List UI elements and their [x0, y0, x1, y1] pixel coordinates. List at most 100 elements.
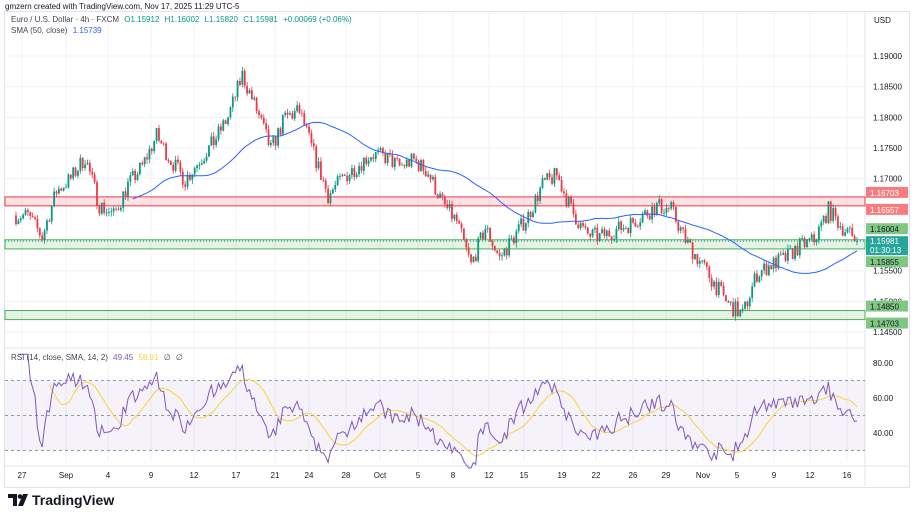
candle-body [353, 168, 356, 178]
rsi-legend[interactable]: RSI (14, close, SMA, 14, 2) 49.45 58.91 … [11, 353, 186, 362]
y-tick-label: 1.17000 [873, 175, 902, 184]
candle-body [115, 208, 117, 210]
candle-body [396, 157, 399, 159]
candle-body [615, 228, 618, 240]
x-tick-label: 12 [190, 471, 199, 480]
tradingview-logo[interactable]: TradingView [8, 492, 114, 508]
rsi-value: 49.45 [113, 353, 134, 362]
candle-body [281, 114, 284, 135]
candle-body [98, 205, 101, 214]
candle-body [682, 227, 684, 229]
candle-body [315, 146, 318, 169]
candle-body [722, 286, 725, 296]
ohlc-high: H1.16002 [164, 15, 200, 24]
candle-body [701, 260, 704, 262]
candle-body [622, 228, 625, 231]
candle-body [362, 157, 365, 171]
brand-name: TradingView [32, 492, 115, 508]
candle-body [65, 187, 67, 189]
candle-body [229, 107, 232, 118]
candle-body [596, 227, 599, 241]
candle-body [248, 90, 251, 94]
sma-legend[interactable]: SMA (50, close) 1.15739 [11, 26, 105, 35]
candle-body [825, 215, 827, 224]
candle-body [265, 123, 268, 130]
candle-body [627, 227, 630, 234]
candle-body [322, 179, 325, 181]
candle-body [312, 143, 315, 147]
candle-body [651, 206, 654, 220]
candle-body [820, 222, 823, 227]
candle-body [381, 148, 384, 154]
candle-body [851, 227, 854, 237]
candle-body [465, 239, 468, 248]
y-tick-label: 1.17500 [873, 144, 902, 153]
candle-body [713, 281, 715, 287]
zone-price-label-bg [866, 256, 908, 268]
candle-body [765, 263, 768, 276]
candle-body [796, 246, 799, 256]
candle-body [386, 153, 389, 163]
candle-body [839, 226, 842, 228]
candle-body [853, 236, 856, 242]
x-tick-label: 27 [18, 471, 27, 480]
candle-body [605, 230, 608, 236]
candle-body [672, 202, 675, 207]
candle-body [841, 226, 844, 236]
x-tick-label: 5 [416, 471, 421, 480]
zone-price-label: 1.14703 [870, 320, 899, 329]
candle-body [675, 206, 677, 222]
candle-body [572, 203, 575, 215]
candle-body [262, 117, 265, 124]
x-tick-label: 9 [772, 471, 777, 480]
candle-body [298, 105, 301, 113]
candle-body [748, 297, 751, 307]
candle-body [837, 216, 839, 228]
candle-body [48, 220, 51, 222]
candle-body [136, 174, 139, 180]
candle-body [186, 174, 189, 187]
candle-body [84, 164, 86, 169]
currency-label[interactable]: USD [874, 16, 891, 25]
candle-body [594, 227, 596, 230]
candle-body [472, 256, 475, 263]
candle-body [196, 165, 198, 169]
candle-body [339, 176, 341, 178]
candle-body [648, 215, 651, 220]
candle-body [401, 164, 403, 166]
candle-body [658, 199, 661, 204]
symbol-title[interactable]: Euro / U.S. Dollar · 4h · FXCM [11, 15, 120, 24]
candle-body [272, 136, 275, 144]
candle-body [665, 208, 668, 213]
candle-body [88, 162, 91, 172]
zone-price-label: 1.16004 [870, 225, 899, 234]
candle-body [462, 228, 465, 240]
y-tick-label: 1.18000 [873, 113, 902, 122]
candle-body [405, 159, 408, 167]
candle-body [374, 152, 377, 159]
x-tick-label: 28 [342, 471, 351, 480]
resistance-zone [4, 196, 866, 207]
candle-body [179, 162, 182, 172]
candle-body [158, 128, 160, 141]
candle-body [69, 174, 72, 179]
candle-body [348, 175, 351, 182]
candle-body [446, 204, 449, 208]
candle-body [603, 229, 606, 236]
candle-body [250, 90, 253, 100]
candle-body [767, 265, 770, 276]
ohlc-open: O1.15912 [124, 15, 160, 24]
candle-body [334, 185, 337, 190]
candle-body [296, 105, 299, 112]
candle-body [815, 239, 818, 243]
candle-body [205, 156, 208, 161]
candle-body [539, 187, 542, 201]
chart-canvas[interactable]: 27 Sep 4 9 12 17 21 24 28 Oct 5 8 12 15 19 22 26 29 Nov 5 9 1… [0, 0, 912, 490]
ohlc-low: L1.15820 [204, 15, 238, 24]
candle-body [558, 175, 561, 181]
candle-body [844, 232, 846, 236]
chart-frame[interactable] [4, 11, 910, 488]
candle-body [22, 214, 25, 219]
x-tick-label: Nov [696, 471, 710, 480]
candle-body [808, 238, 811, 240]
